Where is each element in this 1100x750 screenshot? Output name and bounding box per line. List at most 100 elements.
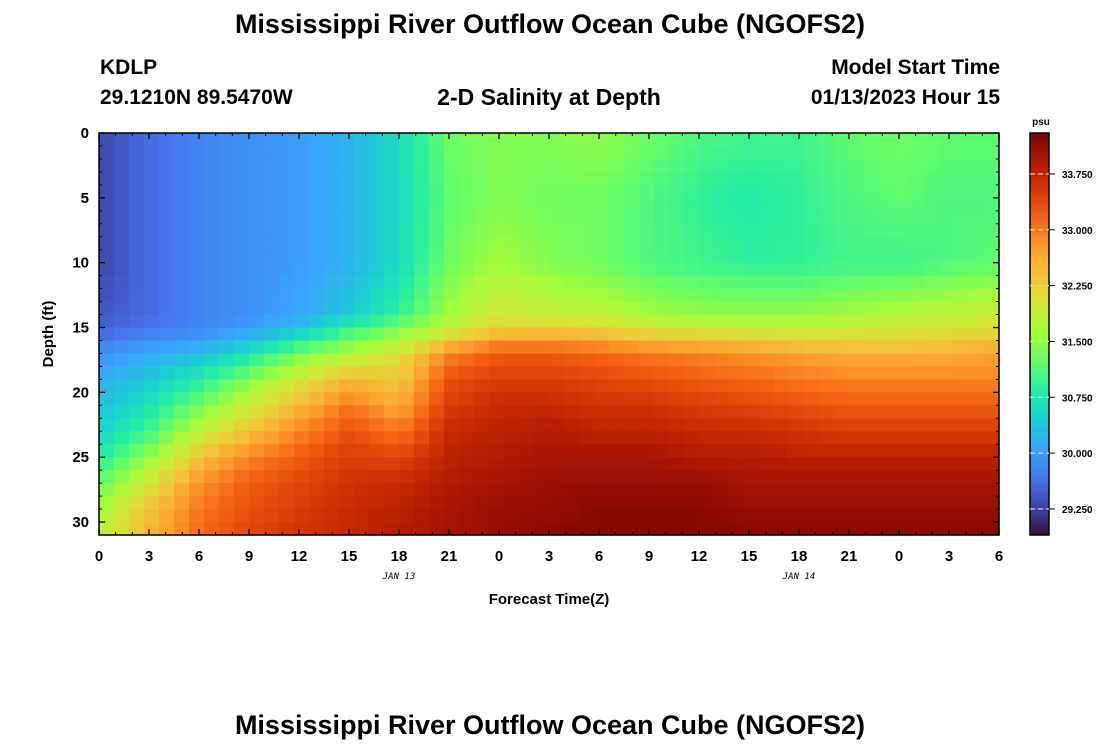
heatmap-cell xyxy=(924,133,940,147)
heatmap-cell xyxy=(369,301,385,316)
heatmap-cell xyxy=(369,275,385,290)
heatmap-cell xyxy=(894,483,910,497)
heatmap-cell xyxy=(264,327,280,342)
heatmap-cell xyxy=(939,470,955,484)
x-tick-label: 9 xyxy=(245,548,253,565)
heatmap-cell xyxy=(264,236,280,251)
heatmap-cell xyxy=(369,405,385,419)
heatmap-cell xyxy=(609,496,625,510)
heatmap-cell xyxy=(234,405,250,419)
heatmap-cell xyxy=(879,249,895,264)
heatmap-cell xyxy=(519,405,535,419)
heatmap-cell xyxy=(594,171,610,186)
heatmap-cell xyxy=(804,418,820,432)
heatmap-cell xyxy=(894,418,910,432)
heatmap-cell xyxy=(939,483,955,497)
heatmap-cell xyxy=(399,470,415,484)
heatmap-cell xyxy=(804,133,820,147)
heatmap-cell xyxy=(279,249,295,264)
heatmap-cell xyxy=(414,275,430,290)
y-tick-label: 15 xyxy=(72,320,89,337)
heatmap-cell xyxy=(609,133,625,147)
heatmap-cell xyxy=(144,262,160,277)
heatmap-cell xyxy=(504,184,520,199)
heatmap-cell xyxy=(819,236,835,251)
heatmap-cell xyxy=(609,509,625,523)
heatmap-cell xyxy=(399,314,415,329)
heatmap-cell xyxy=(204,275,220,290)
heatmap-cell xyxy=(954,392,970,406)
heatmap-cell xyxy=(354,509,370,523)
heatmap-cell xyxy=(249,184,265,199)
heatmap-cell xyxy=(864,158,880,173)
heatmap-cell xyxy=(579,145,595,160)
x-tick-label: 3 xyxy=(145,548,153,565)
heatmap-cell xyxy=(324,249,340,264)
heatmap-cell xyxy=(474,210,490,225)
heatmap-cell xyxy=(579,133,595,147)
y-tick-label: 10 xyxy=(72,255,89,272)
heatmap-cell xyxy=(774,392,790,406)
heatmap-cell xyxy=(174,522,190,536)
heatmap-cell xyxy=(564,184,580,199)
heatmap-cell xyxy=(489,236,505,251)
heatmap-cell xyxy=(594,288,610,303)
heatmap-cell xyxy=(504,223,520,238)
heatmap-cell xyxy=(174,275,190,290)
heatmap-cell xyxy=(384,249,400,264)
heatmap-cell xyxy=(834,223,850,238)
heatmap-cell xyxy=(339,133,355,147)
heatmap-cell xyxy=(699,249,715,264)
heatmap-cell xyxy=(789,145,805,160)
heatmap-cell xyxy=(129,470,145,484)
heatmap-cell xyxy=(759,314,775,329)
heatmap-cell xyxy=(984,184,1000,199)
heatmap-cell xyxy=(954,327,970,342)
heatmap-cell xyxy=(99,210,115,225)
heatmap-cell xyxy=(879,223,895,238)
heatmap-cell xyxy=(969,340,985,355)
heatmap-cell xyxy=(99,223,115,238)
heatmap-cell xyxy=(99,483,115,497)
heatmap-cell xyxy=(729,301,745,316)
heatmap-cell xyxy=(414,314,430,329)
heatmap-cell xyxy=(819,210,835,225)
heatmap-cell xyxy=(759,145,775,160)
heatmap-cell xyxy=(834,301,850,316)
heatmap-cell xyxy=(939,288,955,303)
heatmap-cell xyxy=(444,483,460,497)
heatmap-cell xyxy=(519,171,535,186)
heatmap-cell xyxy=(414,262,430,277)
heatmap-cell xyxy=(399,327,415,342)
heatmap-cell xyxy=(114,133,130,147)
heatmap-cell xyxy=(729,197,745,212)
heatmap-cell xyxy=(429,210,445,225)
heatmap-cell xyxy=(864,483,880,497)
heatmap-cell xyxy=(264,483,280,497)
heatmap-cell xyxy=(954,236,970,251)
heatmap-cell xyxy=(204,236,220,251)
heatmap-cell xyxy=(744,158,760,173)
heatmap-cell xyxy=(159,483,175,497)
heatmap-cell xyxy=(714,171,730,186)
heatmap-cell xyxy=(699,288,715,303)
heatmap-cell xyxy=(639,171,655,186)
heatmap-cell xyxy=(324,275,340,290)
heatmap-cell xyxy=(324,483,340,497)
heatmap-cell xyxy=(834,418,850,432)
heatmap-cell xyxy=(504,444,520,458)
heatmap-cell xyxy=(534,457,550,471)
heatmap-cell xyxy=(474,288,490,303)
heatmap-cell xyxy=(744,444,760,458)
heatmap-cell xyxy=(519,353,535,368)
heatmap-cell xyxy=(849,197,865,212)
heatmap-cell xyxy=(624,288,640,303)
heatmap-cell xyxy=(249,496,265,510)
heatmap-cell xyxy=(219,236,235,251)
heatmap-cell xyxy=(429,314,445,329)
x-tick-label: 6 xyxy=(995,548,1003,565)
heatmap-cell xyxy=(609,522,625,536)
heatmap-cell xyxy=(564,236,580,251)
heatmap-cell xyxy=(669,444,685,458)
heatmap-cell xyxy=(219,444,235,458)
